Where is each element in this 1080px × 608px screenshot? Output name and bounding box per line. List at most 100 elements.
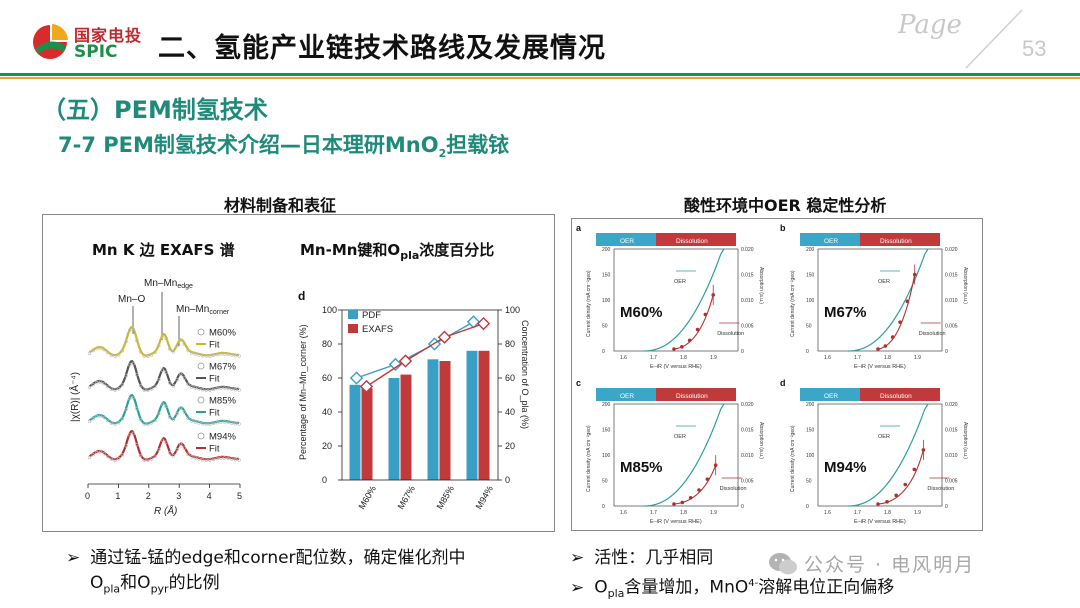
oer-xtick: 1.6 xyxy=(620,510,627,516)
subplot-letter: b xyxy=(780,223,786,233)
exafs-legend-fit: Fit xyxy=(209,374,220,385)
exafs-xtick: 3 xyxy=(176,491,181,501)
oer-ytick: 100 xyxy=(806,453,815,459)
oer-annot: OER xyxy=(878,434,890,440)
oer-xtick: 1.9 xyxy=(710,355,717,361)
bar-y2tick: 20 xyxy=(505,441,515,451)
oer-xtick: 1.8 xyxy=(884,355,891,361)
oer-ytick: 150 xyxy=(602,273,611,279)
legend-marker xyxy=(197,396,205,404)
line-point xyxy=(359,379,374,394)
logo: 国家电投 SPIC xyxy=(30,22,160,66)
bar-chart: d 0 0 20 20 40 40 60 60 80 80 100 100 M60% M67% M85% M9… xyxy=(298,289,530,511)
dissolution-point xyxy=(894,493,898,498)
oer-band xyxy=(800,388,860,401)
bar-y2tick: 40 xyxy=(505,407,515,417)
oer-ytick: 200 xyxy=(806,247,815,253)
oer-xtick: 1.7 xyxy=(650,510,657,516)
oer-y2tick: 0 xyxy=(741,504,744,510)
exafs-legend-fit: Fit xyxy=(209,408,220,419)
dissolution-point xyxy=(697,488,701,492)
dissolution-band xyxy=(656,388,736,401)
oer-xtick: 1.6 xyxy=(620,355,627,361)
chart-panel-label: d xyxy=(298,289,305,303)
bar-pdf xyxy=(427,359,439,480)
line-point xyxy=(476,316,491,331)
exafs-ylabel: |χ(R)| (Å⁻⁴) xyxy=(68,372,81,422)
current-density-curve xyxy=(847,248,929,352)
sample-label: M67% xyxy=(824,304,867,321)
oer-annot: OER xyxy=(674,279,686,285)
oer-y2tick: 0.020 xyxy=(945,247,958,253)
oer-y2label: Absorption (a.u.) xyxy=(758,267,764,304)
oer-y2tick: 0.015 xyxy=(945,428,958,434)
oer-xlabel: E–iR (V versus RHE) xyxy=(854,364,906,370)
bullet-left-line2: Opla和Opyr的比例 xyxy=(90,573,220,596)
bar-ytick: 20 xyxy=(322,441,332,451)
oer-xtick: 1.6 xyxy=(824,355,831,361)
oer-y2label: Absorption (a.u.) xyxy=(962,422,968,459)
exafs-legend-fit: Fit xyxy=(209,444,220,455)
dissolution-band xyxy=(860,233,940,246)
oer-band-label: OER xyxy=(824,238,838,245)
logo-mark-icon xyxy=(33,24,68,59)
bar-title-pre: Mn-Mn键和O xyxy=(300,241,401,259)
oer-xtick: 1.9 xyxy=(710,510,717,516)
line-point xyxy=(349,371,364,385)
bar-ytick: 60 xyxy=(322,373,332,383)
oer-y2tick: 0.010 xyxy=(741,298,754,304)
header-rule-orange xyxy=(0,77,1080,79)
subtitle-subscript: 2 xyxy=(438,147,447,161)
section-title: （五）PEM制氢技术 xyxy=(42,96,268,124)
oer-ytick: 100 xyxy=(602,298,611,304)
oer-annot: OER xyxy=(878,279,890,285)
oer-y2tick: 0.020 xyxy=(741,247,754,253)
oer-xtick: 1.6 xyxy=(824,510,831,516)
subplot-letter: a xyxy=(576,223,582,233)
oer-xlabel: E–iR (V versus RHE) xyxy=(650,364,702,370)
oer-ytick: 0 xyxy=(806,504,809,510)
oer-y2tick: 0.010 xyxy=(741,453,754,459)
sample-label: M60% xyxy=(620,304,663,321)
bar-y2tick: 60 xyxy=(505,373,515,383)
page-word: Page xyxy=(898,10,962,40)
bar-category-label: M94% xyxy=(474,484,495,511)
oer-ytick: 100 xyxy=(602,453,611,459)
dissolution-annot: Dissolution xyxy=(919,331,946,337)
oer-ytick: 0 xyxy=(806,349,809,355)
watermark: 公众号 · 电风明月 xyxy=(768,550,975,577)
oer-xtick: 1.8 xyxy=(680,510,687,516)
dissolution-point xyxy=(695,327,700,332)
dissolution-point xyxy=(905,299,910,304)
bar-exafs xyxy=(400,374,412,480)
dissolution-curve xyxy=(877,274,916,350)
subtitle-main: 7-7 PEM制氢技术介绍—日本理研MnO xyxy=(58,133,439,157)
bar-category-label: M67% xyxy=(396,484,417,511)
oer-stability-charts: a OER Dissolution 0 50 100 150 200 0 0.005 0.010 0.… xyxy=(576,223,968,525)
oer-xtick: 1.8 xyxy=(680,355,687,361)
oer-ylabel: Current density (mA cm⁻²geo) xyxy=(790,270,796,337)
bar-legend-swatch xyxy=(348,310,358,319)
dissolution-annot: Dissolution xyxy=(717,331,744,337)
oer-y2tick: 0.005 xyxy=(741,479,754,485)
oer-y2tick: 0 xyxy=(945,504,948,510)
section-subtitle: 7-7 PEM制氢技术介绍—日本理研MnO2担载铱 xyxy=(58,129,509,160)
oer-xtick: 1.9 xyxy=(914,510,921,516)
dissolution-point xyxy=(883,344,888,348)
exafs-xtick: 1 xyxy=(115,491,120,501)
bar-pdf xyxy=(388,378,400,480)
line-point xyxy=(437,330,452,344)
logo-en-text: SPIC xyxy=(74,42,118,62)
oer-subplot-c: c OER Dissolution 0 50 100 150 200 0 0.005 0.010 0.… xyxy=(576,378,764,525)
bar-legend-label: PDF xyxy=(362,310,381,321)
oer-band xyxy=(596,388,656,401)
bar-exafs xyxy=(478,350,490,480)
sample-label: M94% xyxy=(824,459,867,476)
bar-title-sub: pla xyxy=(400,249,420,262)
dissolution-point xyxy=(705,477,710,481)
peak-label-mn-mn-edge: Mn–Mnedge xyxy=(144,278,193,290)
oer-ytick: 200 xyxy=(602,247,611,253)
oer-y2tick: 0.005 xyxy=(741,324,754,330)
legend-marker xyxy=(197,328,205,336)
bar-exafs xyxy=(439,361,451,480)
